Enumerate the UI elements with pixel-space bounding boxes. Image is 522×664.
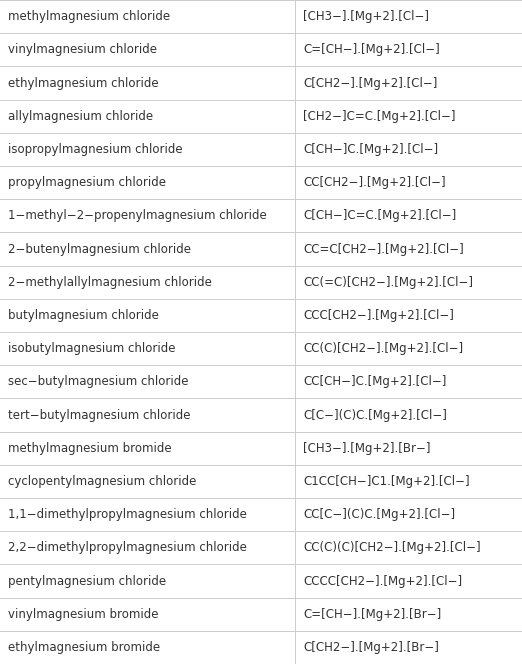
Text: sec−butylmagnesium chloride: sec−butylmagnesium chloride: [8, 375, 188, 388]
Text: 1,1−dimethylpropylmagnesium chloride: 1,1−dimethylpropylmagnesium chloride: [8, 508, 247, 521]
Text: allylmagnesium chloride: allylmagnesium chloride: [8, 110, 153, 123]
Text: cyclopentylmagnesium chloride: cyclopentylmagnesium chloride: [8, 475, 196, 488]
Text: C=[CH−].[Mg+2].[Cl−]: C=[CH−].[Mg+2].[Cl−]: [303, 43, 440, 56]
Text: C=[CH−].[Mg+2].[Br−]: C=[CH−].[Mg+2].[Br−]: [303, 608, 441, 621]
Text: vinylmagnesium bromide: vinylmagnesium bromide: [8, 608, 159, 621]
Text: ethylmagnesium chloride: ethylmagnesium chloride: [8, 76, 159, 90]
Text: CC[CH−]C.[Mg+2].[Cl−]: CC[CH−]C.[Mg+2].[Cl−]: [303, 375, 446, 388]
Text: C[CH−]C=C.[Mg+2].[Cl−]: C[CH−]C=C.[Mg+2].[Cl−]: [303, 209, 456, 222]
Text: pentylmagnesium chloride: pentylmagnesium chloride: [8, 574, 166, 588]
Text: CC=C[CH2−].[Mg+2].[Cl−]: CC=C[CH2−].[Mg+2].[Cl−]: [303, 242, 464, 256]
Text: propylmagnesium chloride: propylmagnesium chloride: [8, 176, 166, 189]
Text: ethylmagnesium bromide: ethylmagnesium bromide: [8, 641, 160, 654]
Text: isopropylmagnesium chloride: isopropylmagnesium chloride: [8, 143, 183, 156]
Text: C1CC[CH−]C1.[Mg+2].[Cl−]: C1CC[CH−]C1.[Mg+2].[Cl−]: [303, 475, 470, 488]
Text: CC(C)(C)[CH2−].[Mg+2].[Cl−]: CC(C)(C)[CH2−].[Mg+2].[Cl−]: [303, 541, 481, 554]
Text: 1−methyl−2−propenylmagnesium chloride: 1−methyl−2−propenylmagnesium chloride: [8, 209, 267, 222]
Text: [CH3−].[Mg+2].[Br−]: [CH3−].[Mg+2].[Br−]: [303, 442, 431, 455]
Text: CC(=C)[CH2−].[Mg+2].[Cl−]: CC(=C)[CH2−].[Mg+2].[Cl−]: [303, 276, 473, 289]
Text: CC[C−](C)C.[Mg+2].[Cl−]: CC[C−](C)C.[Mg+2].[Cl−]: [303, 508, 455, 521]
Text: C[CH2−].[Mg+2].[Br−]: C[CH2−].[Mg+2].[Br−]: [303, 641, 439, 654]
Text: methylmagnesium bromide: methylmagnesium bromide: [8, 442, 172, 455]
Text: 2−methylallylmagnesium chloride: 2−methylallylmagnesium chloride: [8, 276, 212, 289]
Text: [CH2−]C=C.[Mg+2].[Cl−]: [CH2−]C=C.[Mg+2].[Cl−]: [303, 110, 456, 123]
Text: 2−butenylmagnesium chloride: 2−butenylmagnesium chloride: [8, 242, 191, 256]
Text: CC(C)[CH2−].[Mg+2].[Cl−]: CC(C)[CH2−].[Mg+2].[Cl−]: [303, 342, 463, 355]
Text: C[CH2−].[Mg+2].[Cl−]: C[CH2−].[Mg+2].[Cl−]: [303, 76, 437, 90]
Text: [CH3−].[Mg+2].[Cl−]: [CH3−].[Mg+2].[Cl−]: [303, 10, 429, 23]
Text: vinylmagnesium chloride: vinylmagnesium chloride: [8, 43, 157, 56]
Text: CCCC[CH2−].[Mg+2].[Cl−]: CCCC[CH2−].[Mg+2].[Cl−]: [303, 574, 462, 588]
Text: C[C−](C)C.[Mg+2].[Cl−]: C[C−](C)C.[Mg+2].[Cl−]: [303, 408, 447, 422]
Text: 2,2−dimethylpropylmagnesium chloride: 2,2−dimethylpropylmagnesium chloride: [8, 541, 247, 554]
Text: methylmagnesium chloride: methylmagnesium chloride: [8, 10, 170, 23]
Text: CC[CH2−].[Mg+2].[Cl−]: CC[CH2−].[Mg+2].[Cl−]: [303, 176, 446, 189]
Text: tert−butylmagnesium chloride: tert−butylmagnesium chloride: [8, 408, 191, 422]
Text: butylmagnesium chloride: butylmagnesium chloride: [8, 309, 159, 322]
Text: CCC[CH2−].[Mg+2].[Cl−]: CCC[CH2−].[Mg+2].[Cl−]: [303, 309, 454, 322]
Text: C[CH−]C.[Mg+2].[Cl−]: C[CH−]C.[Mg+2].[Cl−]: [303, 143, 438, 156]
Text: isobutylmagnesium chloride: isobutylmagnesium chloride: [8, 342, 175, 355]
